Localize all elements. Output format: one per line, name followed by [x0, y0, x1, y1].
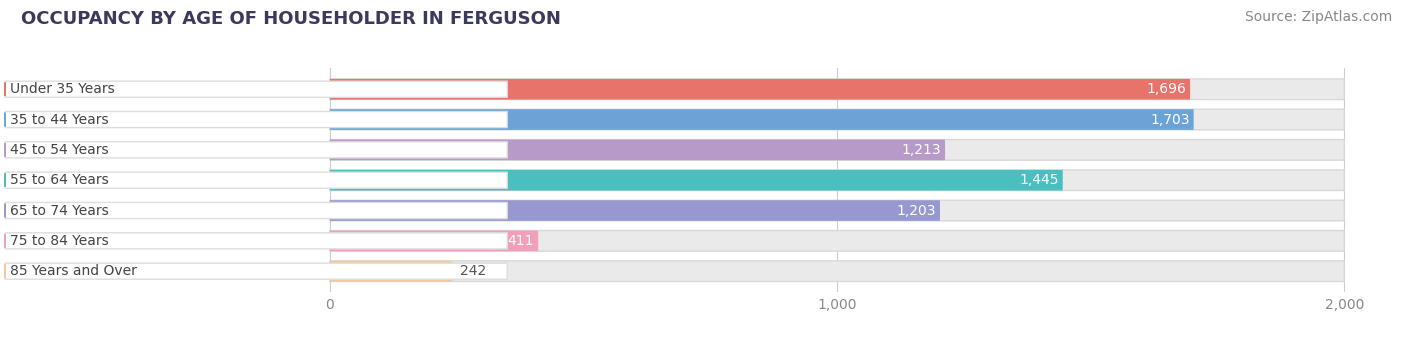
- Text: 242: 242: [460, 264, 486, 278]
- Text: 65 to 74 Years: 65 to 74 Years: [10, 204, 110, 218]
- FancyBboxPatch shape: [330, 231, 1344, 251]
- FancyBboxPatch shape: [330, 261, 1344, 282]
- Text: Source: ZipAtlas.com: Source: ZipAtlas.com: [1244, 10, 1392, 24]
- FancyBboxPatch shape: [330, 170, 1344, 190]
- Text: 1,696: 1,696: [1146, 82, 1187, 96]
- FancyBboxPatch shape: [6, 203, 508, 219]
- FancyBboxPatch shape: [330, 261, 453, 282]
- FancyBboxPatch shape: [330, 79, 1189, 100]
- FancyBboxPatch shape: [6, 263, 508, 279]
- FancyBboxPatch shape: [330, 109, 1194, 130]
- FancyBboxPatch shape: [330, 170, 1063, 190]
- FancyBboxPatch shape: [6, 81, 508, 97]
- FancyBboxPatch shape: [6, 233, 508, 249]
- FancyBboxPatch shape: [6, 142, 508, 158]
- Text: 75 to 84 Years: 75 to 84 Years: [10, 234, 110, 248]
- Text: 1,445: 1,445: [1019, 173, 1059, 187]
- FancyBboxPatch shape: [330, 139, 1344, 160]
- FancyBboxPatch shape: [330, 200, 1344, 221]
- Text: 1,703: 1,703: [1150, 113, 1189, 126]
- FancyBboxPatch shape: [6, 172, 508, 188]
- FancyBboxPatch shape: [6, 112, 508, 128]
- Text: 1,213: 1,213: [901, 143, 941, 157]
- Text: 1,203: 1,203: [897, 204, 936, 218]
- Text: 45 to 54 Years: 45 to 54 Years: [10, 143, 110, 157]
- Text: 35 to 44 Years: 35 to 44 Years: [10, 113, 110, 126]
- Text: 411: 411: [508, 234, 534, 248]
- Text: Under 35 Years: Under 35 Years: [10, 82, 115, 96]
- FancyBboxPatch shape: [330, 79, 1344, 100]
- FancyBboxPatch shape: [330, 109, 1344, 130]
- Text: OCCUPANCY BY AGE OF HOUSEHOLDER IN FERGUSON: OCCUPANCY BY AGE OF HOUSEHOLDER IN FERGU…: [21, 10, 561, 28]
- FancyBboxPatch shape: [330, 200, 941, 221]
- FancyBboxPatch shape: [330, 139, 945, 160]
- Text: 85 Years and Over: 85 Years and Over: [10, 264, 138, 278]
- Text: 55 to 64 Years: 55 to 64 Years: [10, 173, 110, 187]
- FancyBboxPatch shape: [330, 231, 538, 251]
